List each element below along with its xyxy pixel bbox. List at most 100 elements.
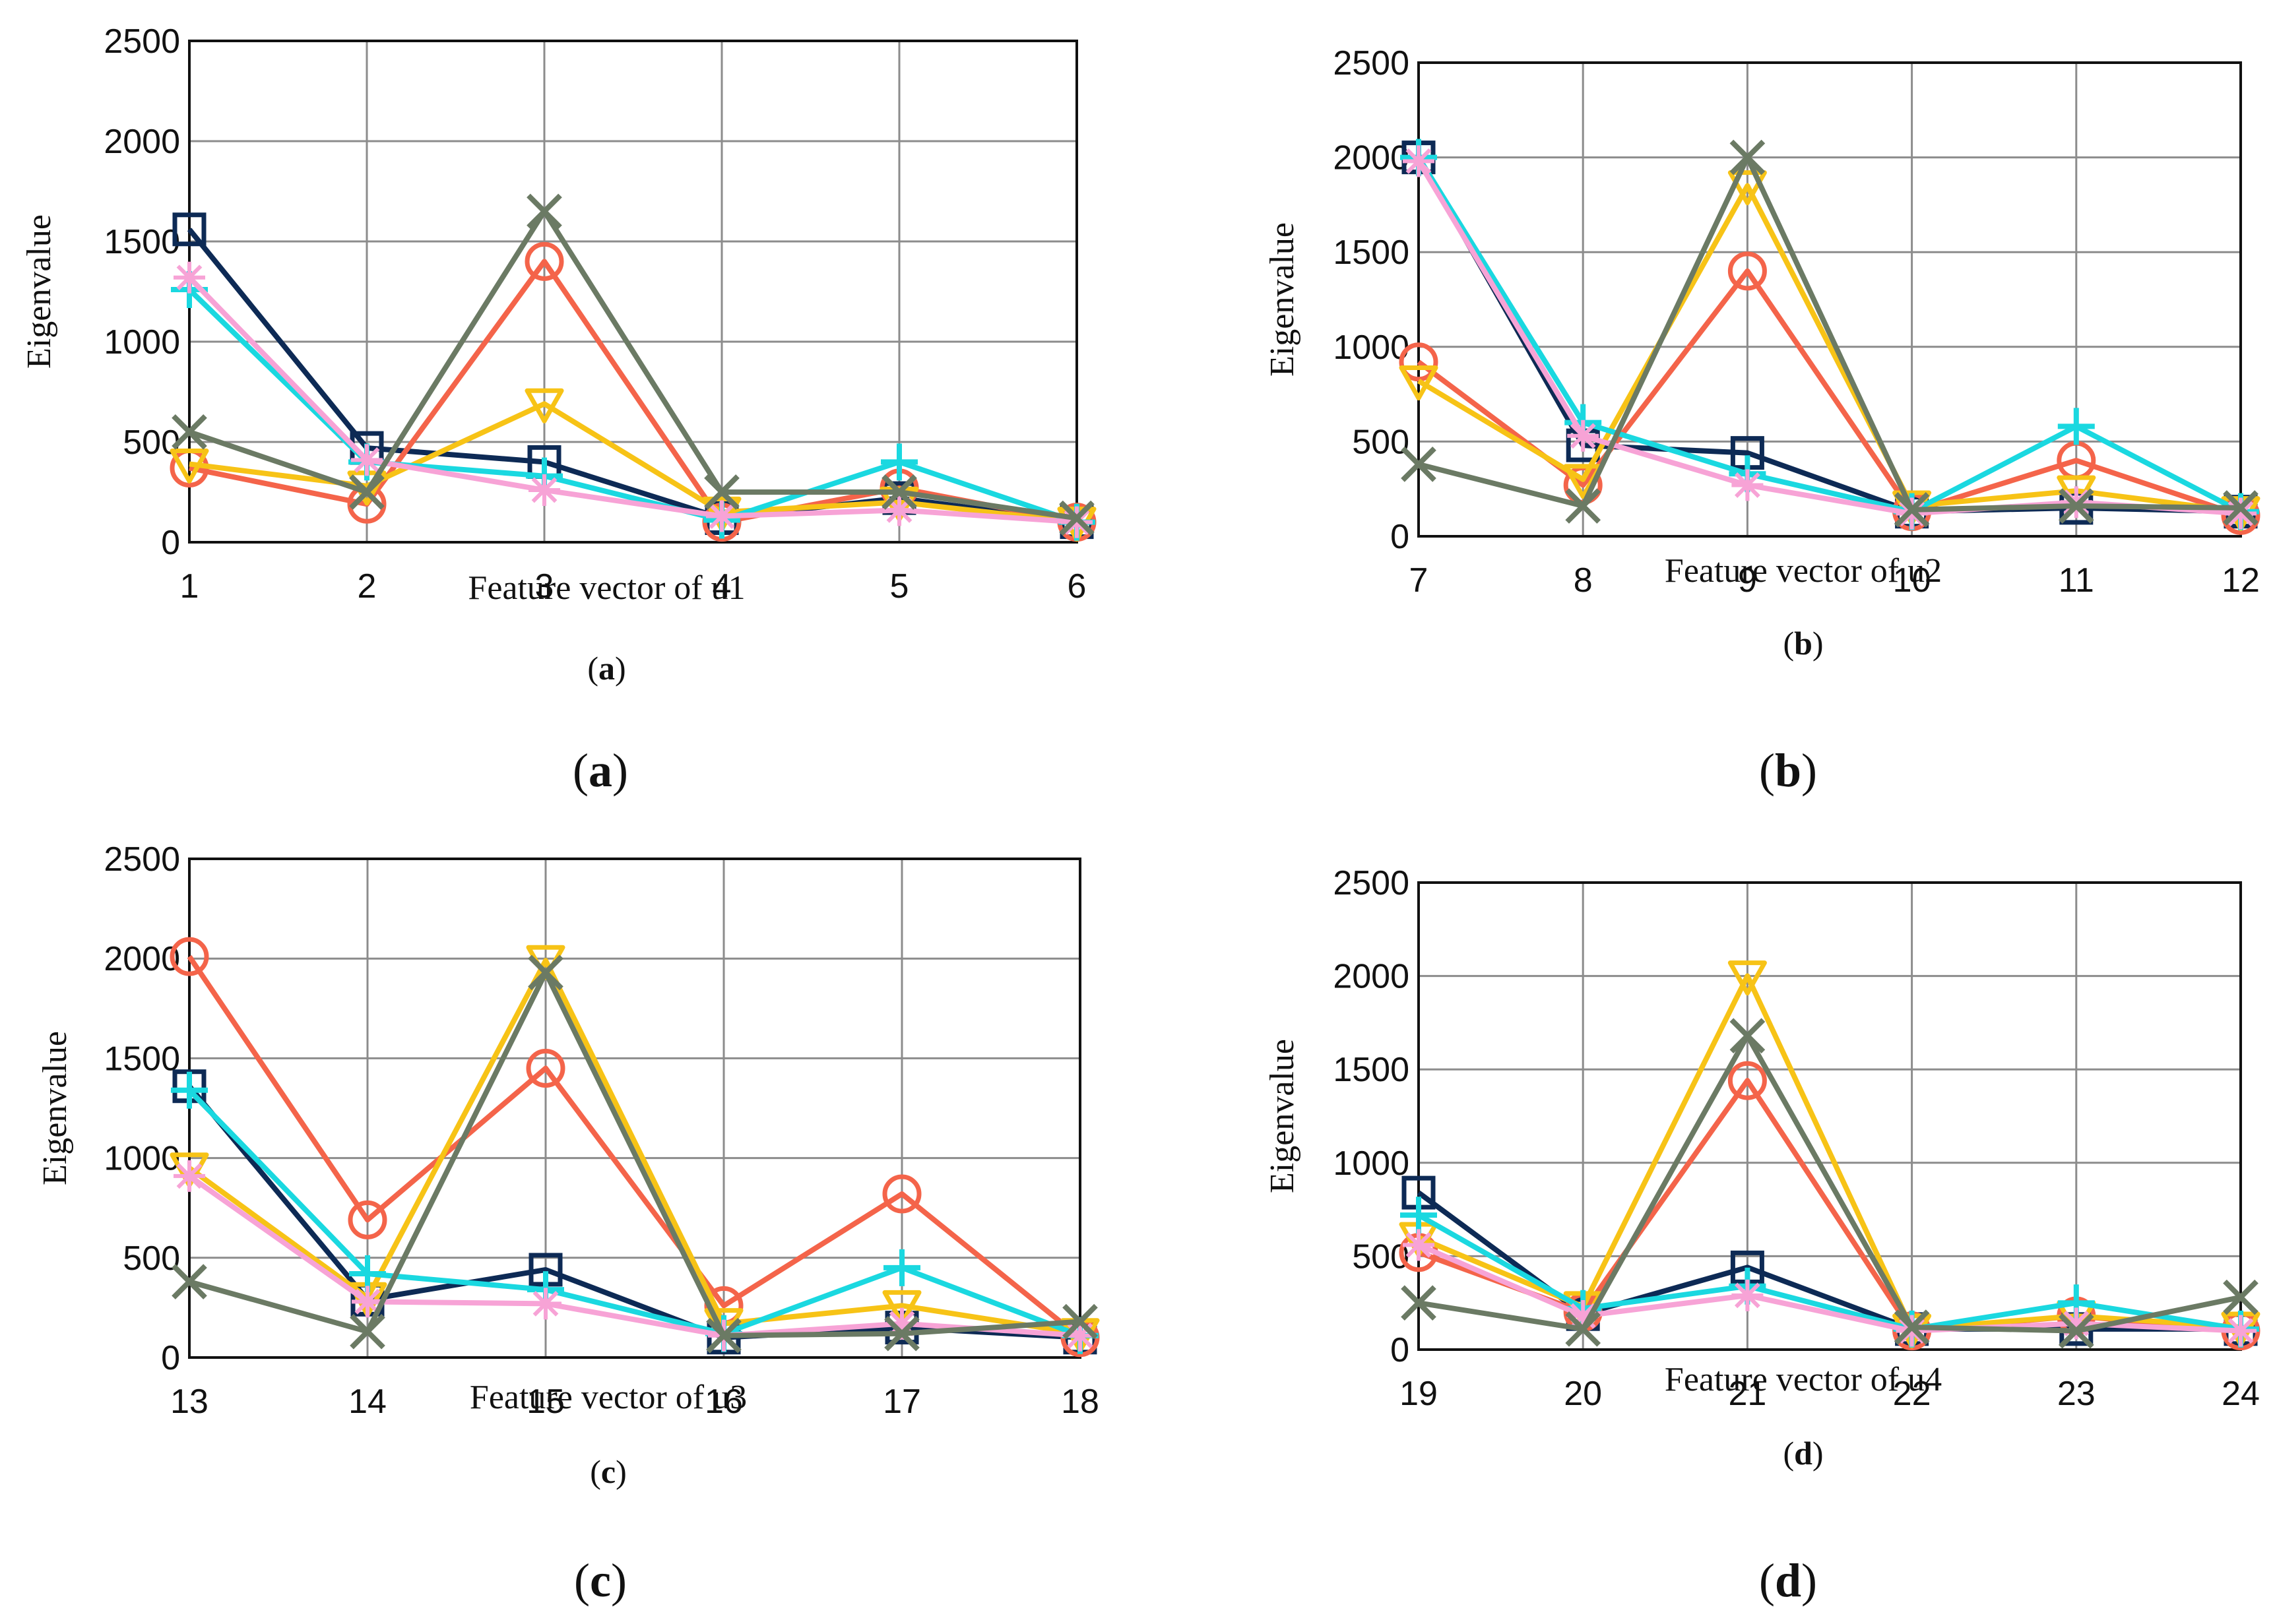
x-tick-label: 2	[358, 567, 377, 606]
series-circle-line	[187, 954, 1082, 1340]
marker-plus	[171, 1071, 208, 1109]
marker-star	[1403, 145, 1434, 177]
y-tick-label: 1500	[1333, 1051, 1409, 1089]
series-x	[172, 193, 1095, 536]
marker-x	[1062, 1303, 1098, 1340]
y-tick-label: 2000	[1333, 139, 1409, 177]
x-tick-label: 13	[170, 1383, 208, 1421]
marker-plus	[1400, 1197, 1437, 1234]
x-tick-label: 12	[2222, 561, 2260, 600]
x-tick-label: 18	[1061, 1383, 1099, 1421]
panel-caption-inner: (a)	[587, 650, 625, 687]
y-tick-label: 500	[1352, 423, 1409, 461]
marker-x	[1729, 1018, 1766, 1054]
marker-x	[2223, 490, 2259, 526]
x-axis-label: Feature vector of u1	[468, 569, 745, 607]
series-triangle-line	[187, 958, 1081, 1336]
marker-circle	[525, 241, 564, 281]
series-x	[1401, 139, 2259, 528]
marker-plus	[2057, 408, 2095, 445]
marker-x	[2058, 1313, 2094, 1349]
marker-x	[528, 954, 563, 991]
marker-triangle	[882, 1290, 922, 1325]
marker-star	[1896, 497, 1928, 530]
y-tick-label: 0	[1390, 518, 1409, 556]
panel-caption-outer: (b)	[1759, 744, 1817, 797]
x-tick-label: 6	[1068, 567, 1087, 606]
marker-star	[883, 494, 915, 526]
series-x	[172, 954, 1098, 1354]
marker-star	[1403, 1229, 1434, 1261]
series-x-line	[188, 208, 1077, 521]
y-tick-label: 2500	[1333, 44, 1409, 82]
x-tick-label: 16	[705, 1383, 743, 1421]
marker-triangle	[1563, 464, 1603, 499]
marker-star	[351, 444, 383, 476]
y-tick-label: 2500	[104, 840, 180, 879]
y-tick-label: 1000	[1333, 1144, 1409, 1183]
y-tick-label: 1000	[1333, 328, 1409, 367]
x-tick-label: 17	[883, 1383, 921, 1421]
x-axis-label: Feature vector of u4	[1665, 1361, 1942, 1398]
x-tick-label: 22	[1893, 1375, 1931, 1413]
marker-star	[1064, 1319, 1096, 1352]
y-tick-label: 2000	[1333, 958, 1409, 996]
y-axis-label: Eigenvalue	[1264, 1039, 1301, 1193]
series-x-line	[1418, 1033, 2241, 1334]
marker-x	[1401, 1285, 1436, 1321]
plot-area	[189, 41, 1077, 542]
marker-plus	[881, 443, 918, 481]
marker-x	[1894, 491, 1930, 528]
marker-triangle	[170, 448, 209, 484]
marker-circle	[1727, 251, 1767, 291]
panel-caption-inner: (d)	[1783, 1435, 1823, 1472]
marker-triangle	[1727, 170, 1767, 206]
marker-circle	[1727, 1061, 1767, 1100]
marker-circle	[1399, 342, 1438, 382]
x-tick-label: 23	[2057, 1375, 2096, 1413]
marker-circle	[882, 1174, 922, 1214]
y-tick-label: 500	[123, 1239, 180, 1278]
x-tick-label: 11	[2059, 561, 2094, 600]
marker-star	[174, 261, 205, 294]
marker-star	[529, 474, 560, 506]
marker-star	[1567, 420, 1599, 452]
marker-star	[174, 1160, 205, 1192]
marker-circle	[526, 1049, 565, 1088]
marker-x	[350, 1313, 385, 1350]
marker-square	[172, 212, 207, 247]
marker-x	[527, 193, 562, 230]
marker-plus	[883, 1249, 920, 1286]
plot-area	[1419, 63, 2241, 536]
series-triangle-line	[1417, 183, 2241, 515]
y-tick-label: 2000	[104, 123, 180, 161]
x-axis-label: Feature vector of u3	[470, 1379, 747, 1416]
series-circle-line	[189, 259, 1077, 525]
panel-caption-outer: (c)	[574, 1554, 627, 1607]
marker-x	[2223, 1279, 2259, 1315]
marker-triangle	[525, 388, 564, 423]
y-tick-label: 2500	[1333, 864, 1409, 902]
series-star-line	[187, 1173, 1081, 1338]
marker-x	[172, 414, 207, 450]
axes-frame	[1417, 61, 2242, 538]
marker-star	[1896, 1315, 1928, 1347]
marker-triangle	[1727, 960, 1767, 996]
series-plus-line	[187, 1088, 1081, 1338]
series-plus-line	[1417, 1212, 2241, 1332]
x-tick-label: 19	[1399, 1375, 1438, 1413]
marker-x	[1894, 1309, 1930, 1345]
y-tick-label: 0	[161, 1339, 180, 1377]
panel-a: 0 500 1000 1500 2000 2500 1 2 3 4 5 6 Eigenvalue Feat…	[20, 22, 1097, 797]
series-plus-line	[1416, 156, 2242, 515]
marker-x	[1565, 1311, 1601, 1347]
marker-star	[1731, 1279, 1764, 1311]
y-axis-label: Eigenvalue	[20, 214, 58, 369]
y-tick-label: 1500	[1333, 234, 1409, 272]
marker-star	[2225, 1315, 2257, 1347]
marker-star	[2225, 497, 2257, 530]
y-axis-label: Eigenvalue	[36, 1031, 74, 1185]
y-tick-label: 1500	[104, 223, 180, 261]
marker-x	[1565, 488, 1601, 524]
